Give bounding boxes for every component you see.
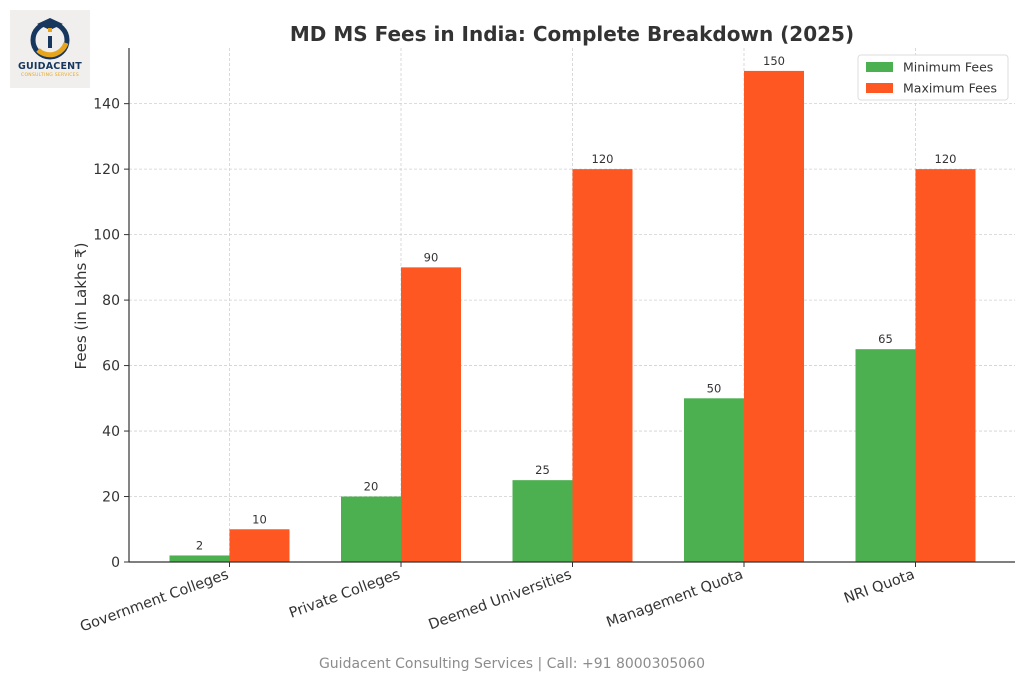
y-tick-label: 140 (93, 97, 120, 113)
graduation-cap-icon (30, 18, 70, 60)
bar-minimum (684, 398, 744, 562)
data-label: 2 (196, 538, 203, 552)
legend-swatch-maximum (866, 83, 893, 93)
bar-minimum (512, 480, 573, 562)
company-logo: GUIDACENT CONSULTING SERVICES (10, 10, 90, 88)
y-tick-label: 80 (102, 293, 120, 309)
y-tick-label: 60 (102, 359, 120, 375)
y-tick-label: 20 (102, 490, 120, 506)
bar-maximum (915, 169, 976, 562)
y-tick-label: 40 (102, 424, 120, 440)
axes (124, 48, 1015, 567)
data-label: 65 (878, 332, 893, 346)
y-tick-label: 0 (111, 555, 120, 571)
data-label: 150 (763, 54, 785, 68)
x-tick-label: NRI Quota (842, 567, 917, 607)
bar-maximum (744, 70, 804, 562)
bar-minimum (855, 349, 916, 562)
bar-maximum (401, 267, 461, 562)
bar-maximum (572, 169, 633, 562)
data-label: 25 (535, 463, 550, 477)
x-tick-label: Deemed Universities (427, 567, 574, 634)
data-label: 90 (424, 250, 439, 264)
bars (169, 70, 976, 562)
bar-minimum (169, 555, 230, 562)
x-tick-label: Private Colleges (287, 567, 402, 622)
footer-contact: Guidacent Consulting Services | Call: +9… (318, 656, 706, 672)
bar-minimum (341, 496, 401, 562)
data-label: 50 (707, 381, 722, 395)
legend-swatch-minimum (866, 62, 893, 72)
legend: Minimum Fees Maximum Fees (857, 54, 1009, 101)
x-tick-label: Management Quota (604, 567, 745, 631)
y-tick-label: 120 (93, 162, 120, 178)
logo-name: GUIDACENT (18, 61, 82, 72)
x-tick-label: Government Colleges (78, 567, 231, 636)
legend-label: Maximum Fees (903, 81, 997, 96)
legend-box (857, 54, 1009, 101)
legend-label: Minimum Fees (903, 60, 993, 75)
bar-maximum (229, 529, 290, 562)
y-tick-label: 100 (93, 228, 120, 244)
data-label: 20 (364, 480, 379, 494)
logo-tagline: CONSULTING SERVICES (21, 73, 79, 78)
data-label: 120 (592, 152, 614, 166)
chart-title: MD MS Fees in India: Complete Breakdown … (290, 22, 854, 46)
y-axis-label: Fees (in Lakhs ₹) (72, 243, 90, 370)
data-label: 120 (935, 152, 957, 166)
bar-chart: 0 20 40 60 80 100 120 140 2 10 Government Colleges… (72, 22, 1015, 636)
data-label: 10 (252, 512, 267, 526)
